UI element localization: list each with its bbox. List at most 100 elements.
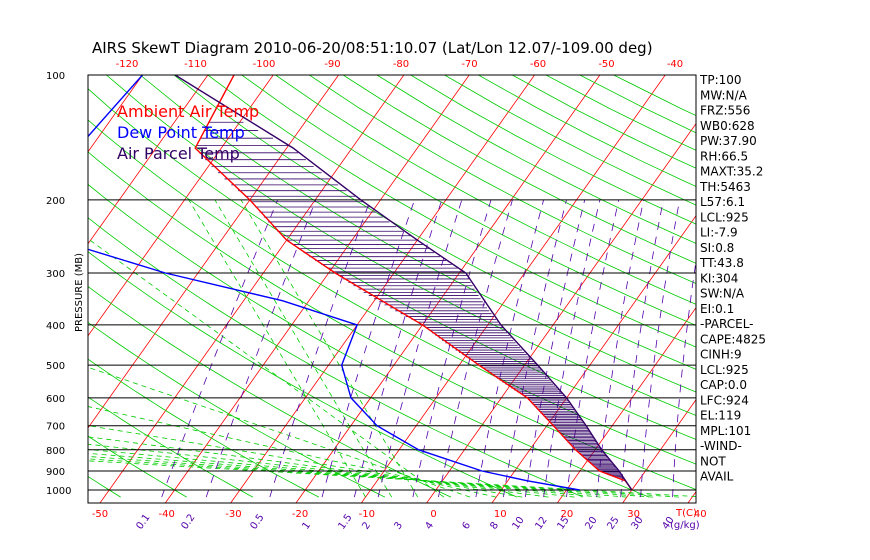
mixing-ratio-line xyxy=(412,199,492,498)
pressure-tick-label: 400 xyxy=(46,321,65,332)
dry-adiabat-line xyxy=(88,435,187,498)
top-temp-tick-label: -60 xyxy=(530,59,546,70)
dry-adiabat-line xyxy=(342,75,696,264)
dry-adiabat-line xyxy=(309,75,696,284)
bottom-temp-tick-label: -50 xyxy=(92,509,108,520)
bottom-temp-tick-label: -40 xyxy=(159,509,175,520)
mixing-ratio-tick-label: 0.1 xyxy=(134,512,152,531)
dry-adiabat-line xyxy=(88,151,696,490)
mixing-ratio-line xyxy=(503,199,567,498)
dry-adiabat-line xyxy=(88,476,121,498)
index-item: TH:5463 xyxy=(699,180,751,194)
index-item: SI:0.8 xyxy=(700,241,734,255)
mixing-ratio-tick-label: 10 xyxy=(510,515,526,532)
moist-adiabat-line xyxy=(88,436,549,498)
pressure-tick-label: 700 xyxy=(46,422,65,433)
isotherm-line xyxy=(99,75,405,503)
y-axis-label: PRESSURE (MB) xyxy=(74,253,85,332)
index-item: FRZ:556 xyxy=(700,104,750,118)
moist-adiabat-line xyxy=(88,238,445,498)
dry-adiabat-line xyxy=(88,183,650,498)
mixing-ratio-line xyxy=(377,199,463,498)
dry-adiabat-line xyxy=(512,75,696,169)
chart-title: AIRS SkewT Diagram 2010-06-20/08:51:10.0… xyxy=(92,39,653,57)
bottom-temp-tick-label: -30 xyxy=(225,509,241,520)
index-item: LFC:924 xyxy=(700,393,749,407)
pressure-tick-label: 900 xyxy=(46,467,65,478)
top-temp-tick-label: -50 xyxy=(598,59,614,70)
index-item: CAPE:4825 xyxy=(700,332,766,346)
pressure-tick-label: 1000 xyxy=(46,486,71,497)
index-item: AVAIL xyxy=(700,470,734,484)
mixing-ratio-tick-label: 8 xyxy=(488,520,501,532)
index-item: TT:43.8 xyxy=(699,256,744,270)
mixing-ratio-tick-label: 1 xyxy=(300,520,313,532)
temp-unit-label: T(C) xyxy=(675,508,697,519)
mixing-ratio-unit-label: (g/kg) xyxy=(670,520,700,531)
top-temp-tick-label: -40 xyxy=(667,59,683,70)
index-item: MW:N/A xyxy=(700,88,748,102)
dry-adiabat-line xyxy=(88,286,452,498)
top-temp-tick-label: -110 xyxy=(184,59,207,70)
bottom-temp-tick-label: -20 xyxy=(292,509,308,520)
index-item: TP:100 xyxy=(699,73,742,87)
legend-entry: Ambient Air Temp xyxy=(117,102,259,121)
index-item: MPL:101 xyxy=(700,424,751,438)
index-item: -PARCEL- xyxy=(700,317,754,331)
pressure-tick-label: 300 xyxy=(46,269,65,280)
series-line xyxy=(194,75,633,491)
index-item: EI:0.1 xyxy=(700,302,734,316)
isotherm-line xyxy=(557,307,696,503)
dry-adiabat-line xyxy=(241,75,696,326)
isotherm-line xyxy=(0,75,77,503)
dry-adiabat-line xyxy=(88,119,696,465)
index-item: SW:N/A xyxy=(700,287,745,301)
index-item: RH:66.5 xyxy=(700,149,748,163)
mixing-ratio-tick-label: 0.5 xyxy=(248,512,266,531)
index-item: -WIND- xyxy=(700,439,742,453)
mixing-ratio-line xyxy=(161,199,278,498)
dry-adiabat-line xyxy=(88,321,386,498)
index-item: LCL:925 xyxy=(700,363,749,377)
legend-entry: Air Parcel Temp xyxy=(117,144,240,163)
isotherm-line xyxy=(491,214,696,503)
dry-adiabat-line xyxy=(88,251,518,498)
bottom-temp-tick-label: 0 xyxy=(430,509,436,520)
mixing-ratio-tick-label: 2 xyxy=(360,520,373,532)
isotherm-line xyxy=(361,75,666,503)
dry-adiabat-line xyxy=(410,75,696,225)
dry-adiabat-line xyxy=(173,75,696,370)
dry-adiabat-line xyxy=(207,75,696,348)
pressure-tick-label: 200 xyxy=(46,196,65,207)
dry-adiabat-line xyxy=(444,75,696,206)
isotherm-line xyxy=(88,75,143,153)
index-item: LCL:925 xyxy=(700,210,749,224)
plot-frame xyxy=(87,74,697,504)
index-item: WB0:628 xyxy=(700,119,755,133)
mixing-ratio-tick-label: 12 xyxy=(533,515,549,532)
top-temp-tick-label: -100 xyxy=(253,59,276,70)
isotherm-line xyxy=(426,122,696,503)
mixing-ratio-tick-label: 4 xyxy=(423,520,436,532)
legend-entry: Dew Point Temp xyxy=(117,123,245,142)
mixing-ratio-line xyxy=(269,199,371,498)
dry-adiabat-line xyxy=(275,75,696,305)
dry-adiabat-line xyxy=(88,217,584,498)
mixing-ratio-line xyxy=(640,199,680,498)
mixing-ratio-tick-label: 25 xyxy=(605,515,621,532)
legend: Ambient Air Temp Dew Point Temp Air Parcel… xyxy=(117,102,259,163)
mixing-ratio-tick-label: 6 xyxy=(460,520,473,532)
moist-adiabat-line xyxy=(88,425,523,498)
bottom-temp-tick-label: -10 xyxy=(359,509,375,520)
dry-adiabat-line xyxy=(478,75,696,187)
index-item: EL:119 xyxy=(700,409,741,423)
mixing-ratio-tick-label: 0.2 xyxy=(179,512,197,531)
index-item: PW:37.90 xyxy=(700,134,757,148)
mixing-ratio-line xyxy=(205,199,317,498)
axes: -120 -110 -100 -90 -80 -70 -60 -50 -40-50 -40 -30-… xyxy=(92,59,707,532)
isotherm-line xyxy=(165,75,470,503)
mixing-ratio-line xyxy=(524,199,586,498)
dry-adiabat-line xyxy=(0,75,55,497)
